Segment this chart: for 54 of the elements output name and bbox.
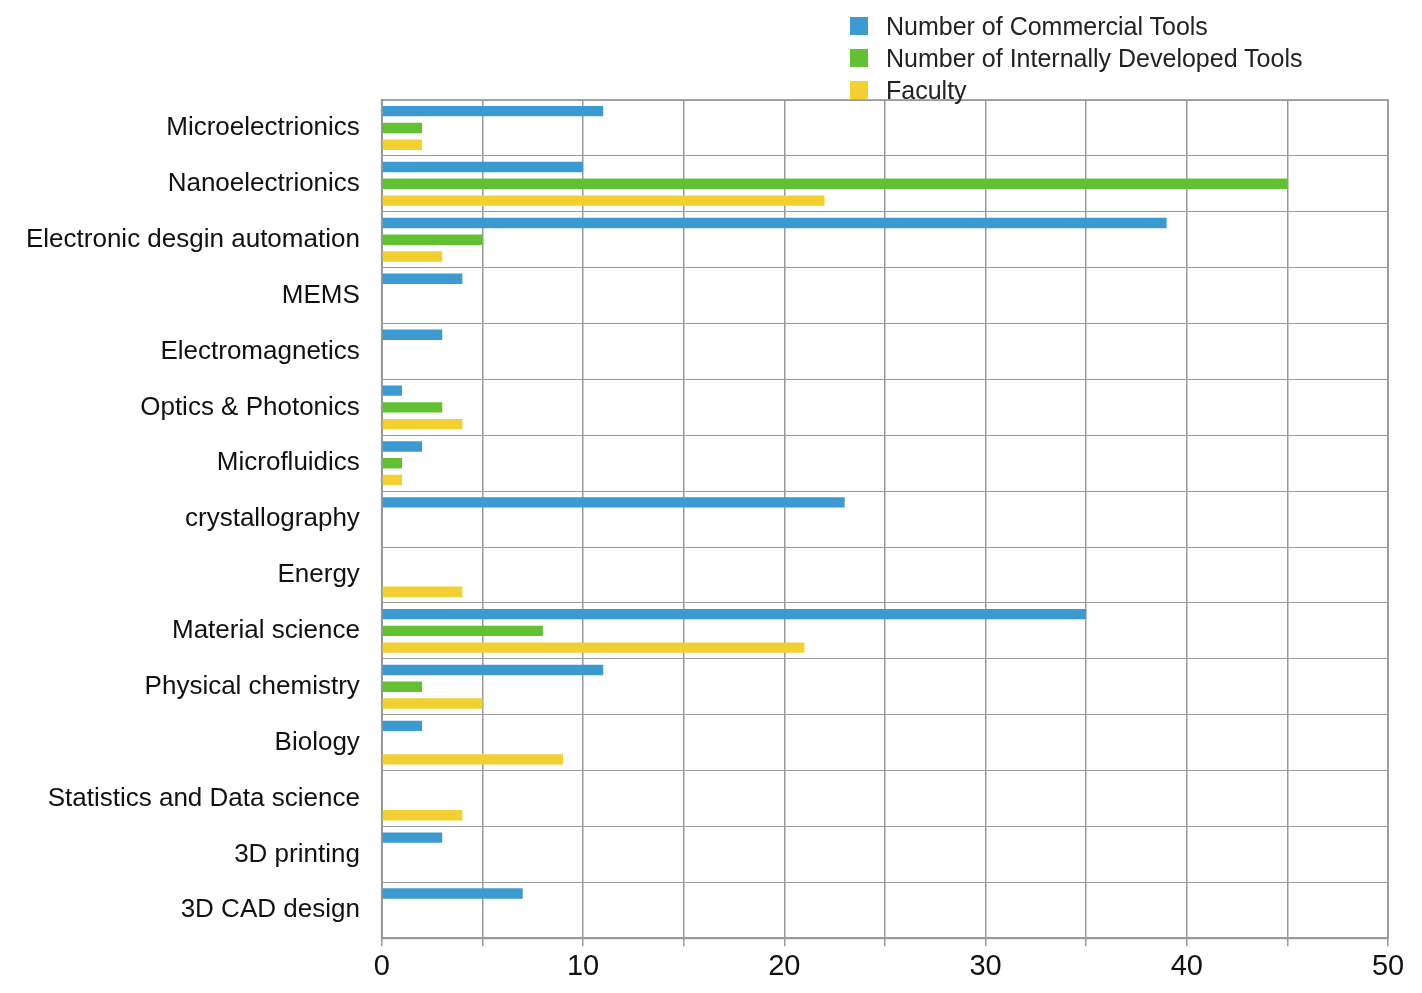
bar [382,122,423,134]
bar [382,385,402,396]
x-tick-label: 10 [566,948,600,981]
y-tick-label: Nanoelectrionics [167,166,360,197]
bar [382,251,443,262]
y-tick-label: Microelectrionics [166,111,360,142]
bar [382,161,584,173]
bar [382,497,845,508]
legend-label: Number of Commercial Tools [886,11,1208,41]
y-tick-label: Physical chemistry [144,669,360,700]
x-tick-label: 40 [1170,948,1203,981]
y-tick-label: 3D CAD design [180,893,360,924]
bar [382,698,483,709]
bar [382,810,463,821]
bar [382,178,1288,190]
bar [382,474,402,486]
bar [382,832,443,843]
bar [382,681,423,692]
bar [382,329,443,340]
x-tick-label: 50 [1371,948,1405,981]
bar [382,625,543,637]
bar [382,234,483,245]
bar [382,139,423,150]
bar [382,888,523,899]
bar [382,217,1167,229]
y-tick-label: Statistics and Data science [47,781,360,812]
bar [382,458,402,469]
y-tick-label: Optics & Photonics [140,390,360,421]
x-tick-label: 20 [768,948,801,981]
bar [382,441,423,452]
bar [382,402,443,413]
y-tick-label: Material science [172,614,360,645]
x-tick-label: 30 [969,948,1002,981]
x-tick-label: 0 [373,948,390,981]
bar [382,664,604,676]
y-tick-label: Energy [277,558,360,589]
y-tick-label: Electromagnetics [160,334,360,365]
bar [382,418,463,430]
bar [382,608,1087,620]
y-tick-label: Microfluidics [216,446,360,477]
bar [382,754,563,765]
bar [382,105,604,117]
bar [382,273,463,285]
y-tick-label: 3D printing [234,837,360,868]
legend-label: Number of Internally Developed Tools [886,43,1303,73]
y-tick-label: Biology [274,725,360,756]
y-tick-label: MEMS [281,278,360,309]
bar [382,720,423,732]
legend-label: Faculty [886,75,967,105]
bar [382,586,463,597]
bar [382,195,825,206]
bar [382,642,805,653]
y-tick-label: Electronic desgin automation [25,222,360,253]
y-tick-label: crystallography [185,502,360,533]
